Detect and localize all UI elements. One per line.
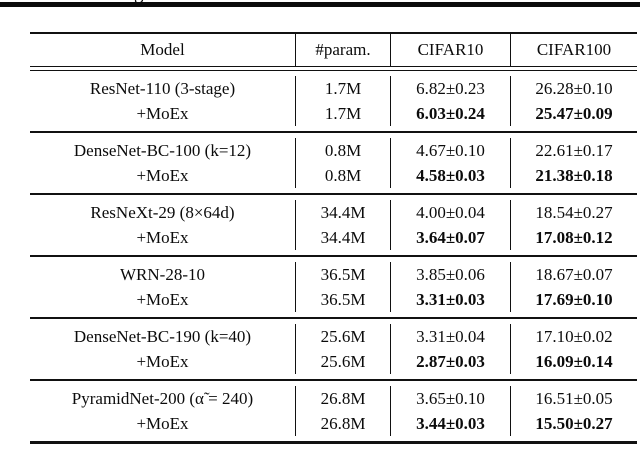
model-cell: +MoEx (136, 227, 189, 247)
model-group: DenseNet-BC-190 (k=40) 25.6M 3.31±0.04 17.1… (30, 319, 637, 379)
cifar10-cell: 4.00±0.04 (390, 199, 510, 225)
params-cell: 0.8M (295, 137, 390, 163)
cifar100-cell: 16.09±0.14 (510, 348, 637, 374)
cifar100-cell: 17.10±0.02 (510, 323, 637, 349)
params-cell: 0.8M (295, 162, 390, 188)
cifar10-cell: 4.58±0.03 (390, 162, 510, 188)
group-separator-rule (30, 316, 637, 319)
cifar100-cell: 17.69±0.10 (510, 286, 637, 312)
cifar10-cell: 3.65±0.10 (390, 385, 510, 411)
model-group: PyramidNet-200 (α̃ = 240) 26.8M 3.65±0.10 1… (30, 381, 637, 441)
group-separator-rule (30, 192, 637, 195)
model-cell: +MoEx (136, 351, 189, 371)
cifar100-cell: 21.38±0.18 (510, 162, 637, 188)
cifar100-cell: 26.28±0.10 (510, 75, 637, 101)
group-separator-rule (30, 130, 637, 133)
model-group: ResNet-110 (3-stage) 1.7M 6.82±0.23 26.28±0… (30, 71, 637, 131)
column-header-cifar100: CIFAR100 (510, 34, 637, 66)
top-divider-bar (0, 2, 640, 7)
params-cell: 1.7M (295, 100, 390, 126)
column-header-params: #param. (295, 34, 390, 66)
results-table: Model #param. CIFAR10 CIFAR100 ResNet-11… (30, 32, 637, 444)
table-bottom-rule (30, 440, 637, 444)
cifar100-cell: 25.47±0.09 (510, 100, 637, 126)
cifar100-cell: 18.67±0.07 (510, 261, 637, 287)
cifar10-cell: 3.64±0.07 (390, 224, 510, 250)
cifar10-cell: 2.87±0.03 (390, 348, 510, 374)
cifar10-cell: 6.03±0.24 (390, 100, 510, 126)
table-header-row: Model #param. CIFAR10 CIFAR100 (30, 34, 637, 66)
params-cell: 26.8M (295, 385, 390, 411)
cifar10-cell: 6.82±0.23 (390, 75, 510, 101)
model-cell: DenseNet-BC-190 (k=40) (73, 326, 252, 346)
table-top-rule (30, 32, 637, 34)
table-body: ResNet-110 (3-stage) 1.7M 6.82±0.23 26.28±0… (30, 71, 637, 444)
group-separator-rule (30, 378, 637, 381)
model-group: ResNeXt-29 (8×64d) 34.4M 4.00±0.04 18.54±0.… (30, 195, 637, 255)
model-cell: +MoEx (136, 413, 189, 433)
model-cell: PyramidNet-200 (α̃ = 240) (71, 388, 254, 408)
column-header-model: Model (140, 40, 185, 59)
model-cell: +MoEx (136, 103, 189, 123)
cifar100-cell: 15.50±0.27 (510, 410, 637, 436)
cifar100-cell: 18.54±0.27 (510, 199, 637, 225)
cifar10-cell: 4.67±0.10 (390, 137, 510, 163)
cifar10-cell: 3.31±0.04 (390, 323, 510, 349)
cifar100-cell: 16.51±0.05 (510, 385, 637, 411)
params-cell: 25.6M (295, 323, 390, 349)
model-cell: WRN-28-10 (120, 264, 205, 284)
clipped-caption-fragment: g (134, 0, 144, 3)
params-cell: 34.4M (295, 199, 390, 225)
cifar10-cell: 3.44±0.03 (390, 410, 510, 436)
group-separator-rule (30, 254, 637, 257)
params-cell: 25.6M (295, 348, 390, 374)
model-cell: DenseNet-BC-100 (k=12) (73, 140, 252, 160)
params-cell: 1.7M (295, 75, 390, 101)
params-cell: 36.5M (295, 261, 390, 287)
model-group: WRN-28-10 36.5M 3.85±0.06 18.67±0.07 +MoEx 36… (30, 257, 637, 317)
model-cell: ResNet-110 (3-stage) (89, 78, 236, 98)
model-cell: +MoEx (136, 289, 189, 309)
model-cell: +MoEx (136, 165, 189, 185)
cifar100-cell: 22.61±0.17 (510, 137, 637, 163)
column-header-cifar10: CIFAR10 (390, 34, 510, 66)
cifar10-cell: 3.85±0.06 (390, 261, 510, 287)
params-cell: 36.5M (295, 286, 390, 312)
model-group: DenseNet-BC-100 (k=12) 0.8M 4.67±0.10 22.61… (30, 133, 637, 193)
header-double-rule (30, 66, 637, 71)
params-cell: 26.8M (295, 410, 390, 436)
model-cell: ResNeXt-29 (8×64d) (90, 202, 235, 222)
params-cell: 34.4M (295, 224, 390, 250)
cifar100-cell: 17.08±0.12 (510, 224, 637, 250)
cifar10-cell: 3.31±0.03 (390, 286, 510, 312)
